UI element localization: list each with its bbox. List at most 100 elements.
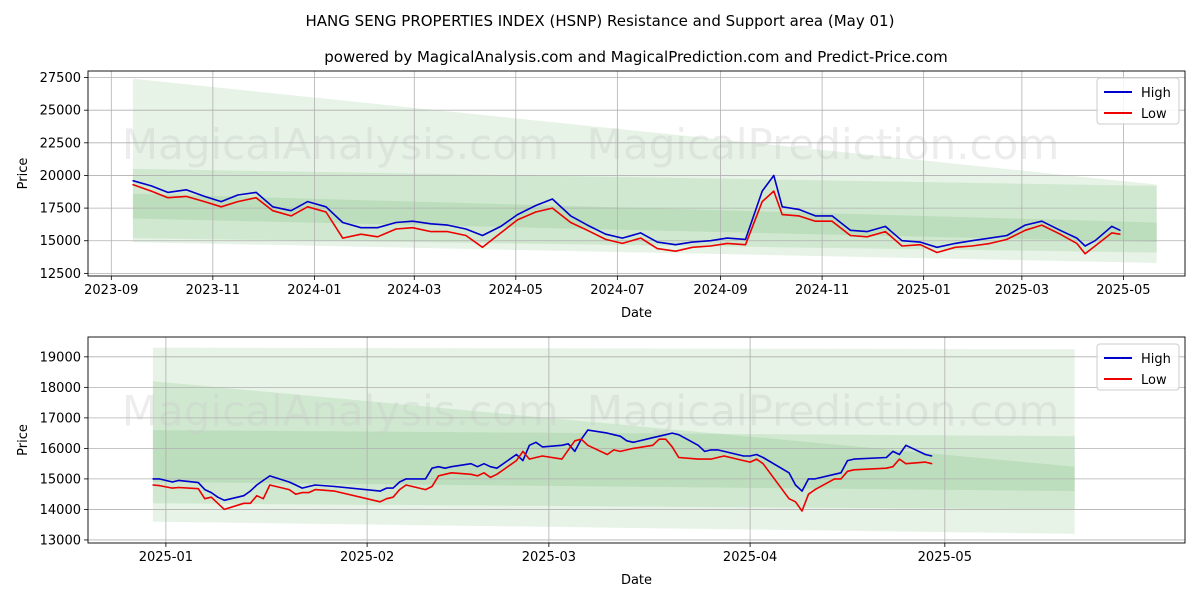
chart1-y-tick-label: 12500: [40, 267, 81, 282]
chart1-high-point: [586, 224, 589, 226]
chart1-high-point: [430, 223, 432, 225]
chart2-low-point: [243, 502, 245, 504]
chart2-high-point: [470, 463, 472, 465]
chart2-low-point: [678, 456, 680, 459]
chart1-high-point: [901, 240, 903, 242]
chart1-high-point: [798, 208, 800, 210]
chart2-high-point: [405, 478, 407, 480]
chart2-low-point: [489, 476, 491, 478]
chart2-high-point: [892, 450, 894, 452]
chart1-x-tick-label: 2024-03: [387, 283, 441, 298]
chart2-low-point: [197, 488, 199, 490]
chart1-low-point: [798, 215, 800, 217]
chart2-legend-box: [1096, 343, 1180, 391]
chart1-low-point: [150, 190, 152, 192]
chart2-low-point: [379, 501, 381, 503]
chart2-low-point: [743, 460, 745, 462]
chart1-high-point: [1041, 220, 1043, 222]
chart2-low-point: [515, 460, 518, 462]
chart2-high-point: [379, 490, 381, 492]
chart1-low-point: [1006, 238, 1008, 240]
chart2-low-point: [892, 466, 894, 468]
chart2-high-point: [613, 434, 615, 436]
chart1-low-point: [272, 210, 274, 212]
chart2-low-point: [386, 498, 388, 500]
chart1-low-point: [220, 206, 222, 208]
chart1-axes-frame: [87, 70, 1186, 277]
chart2-high-point: [178, 479, 180, 481]
chart2-low-point: [444, 473, 446, 475]
chart2-low-point: [217, 502, 219, 504]
chart2-low-point: [288, 489, 290, 491]
chart1-x-tick-label: 2023-11: [186, 283, 240, 298]
chart2-watermark-1: MagicalAnalysis.com: [122, 387, 559, 436]
chart1-high-point: [570, 215, 572, 217]
chart2-low-point: [632, 447, 634, 449]
chart1-low-point: [185, 195, 187, 197]
chart2-legend-label-low: Low: [1141, 373, 1167, 388]
chart2-high-point: [924, 453, 927, 456]
chart2-x-tick-label: 2025-04: [723, 550, 777, 565]
chart2-high-point: [619, 435, 621, 437]
chart1-high-point: [481, 234, 484, 237]
chart2-series-high-points: [152, 429, 933, 501]
chart2-high-point: [489, 466, 491, 468]
chart2-high-point: [528, 444, 531, 446]
chart2-low-point: [846, 470, 849, 472]
chart1-low-point: [1024, 229, 1026, 231]
chart2-high-point: [450, 466, 453, 468]
chart2-y-tick-label: 15000: [40, 472, 81, 487]
chart1-low-point: [325, 211, 327, 213]
chart2-high-point: [269, 475, 271, 477]
chart2-high-point: [704, 450, 706, 452]
chart2-high-point: [256, 484, 258, 486]
chart1-series-low-line: [132, 183, 1121, 255]
chart2-low-point: [924, 461, 927, 463]
chart2-high-point: [840, 472, 842, 474]
chart1-grid: 2023-09 2023-11 2024-01 2024-03 2024-05 2024-…: [40, 71, 1185, 298]
chart2-high-point: [626, 440, 628, 442]
chart2-low-point: [178, 486, 180, 489]
chart2-low-point: [931, 463, 933, 465]
chart2-high-point: [743, 455, 745, 457]
chart1-low-point: [430, 231, 432, 233]
chart2-high-point: [762, 456, 764, 459]
chart2-axes-frame: [87, 336, 1186, 544]
chart2-high-point: [788, 472, 790, 474]
chart2-series: [152, 429, 933, 512]
chart2-low-point: [580, 438, 582, 440]
chart1-series-low-points: [132, 184, 1121, 255]
chart2-high-point: [665, 434, 667, 436]
chart2-low-point: [561, 458, 563, 460]
chart1-high-point: [849, 229, 852, 231]
chart1-high-point: [255, 191, 257, 193]
chart1-high-point: [535, 204, 537, 207]
chart1-high-point: [675, 244, 677, 246]
chart2-low-point: [262, 498, 264, 500]
chart1-x-tick-label: 2025-05: [1096, 283, 1150, 298]
chart2-low-point: [405, 484, 407, 486]
chart1-y-tick-label: 20000: [40, 169, 81, 184]
chart1-high-point: [132, 180, 134, 182]
chart2-low-point: [606, 453, 608, 456]
chart1-series-high-line: [132, 174, 1121, 249]
chart2-low-point: [619, 450, 621, 452]
chart1-low-point: [1094, 245, 1096, 247]
chart2-high-point: [561, 444, 563, 446]
chart2-low-point: [704, 458, 706, 460]
chart-title: HANG SENG PROPERTIES INDEX (HSNP) Resist…: [306, 12, 895, 30]
chart2-y-axis-label: Price: [16, 424, 31, 456]
chart1-high-point: [919, 241, 921, 243]
chart2-x-tick-label: 2025-03: [522, 550, 576, 565]
chart1-low-point: [516, 219, 519, 221]
chart2-high-point: [152, 478, 154, 480]
chart1-low-point: [360, 233, 362, 235]
chart2-high-point: [807, 478, 810, 480]
chart1-high-point: [1119, 229, 1121, 231]
chart1-high-point: [781, 206, 783, 208]
chart2-high-point: [652, 437, 654, 439]
chart2-high-point: [723, 450, 725, 452]
chart1-legend-label-low: Low: [1141, 107, 1167, 122]
chart2-series-low-points: [152, 438, 933, 512]
chart2-y-tick-label: 14000: [40, 503, 81, 518]
